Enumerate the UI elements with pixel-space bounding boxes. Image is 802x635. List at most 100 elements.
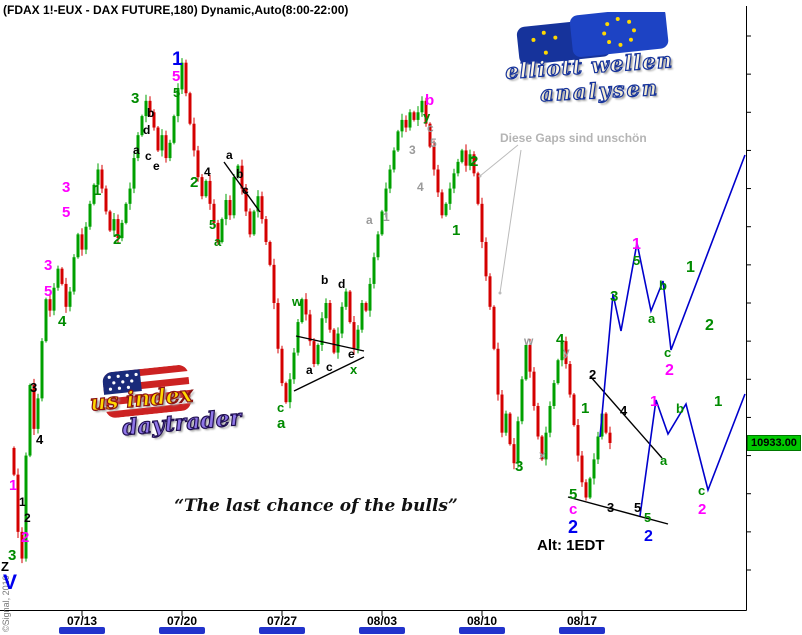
candle-body — [148, 100, 152, 113]
candle-body — [520, 379, 524, 422]
candle-body — [472, 154, 476, 174]
candle-body — [28, 385, 32, 456]
trendline[interactable] — [567, 496, 669, 525]
candle-body — [512, 444, 516, 464]
candle-body — [592, 459, 596, 479]
candle-body — [180, 62, 184, 90]
candle-body — [544, 432, 548, 460]
x-axis-date: 07/20 — [166, 614, 198, 628]
candle-body — [68, 291, 72, 307]
candle-body — [40, 341, 44, 399]
price-axis[interactable]: 12000.0011900.0011800.0011700.0011600.00… — [747, 0, 802, 610]
candle-body — [532, 371, 536, 406]
last-price-label: 10933.00 — [747, 434, 801, 451]
candle-body — [412, 112, 416, 120]
candle-body — [132, 158, 136, 189]
candle-body — [388, 169, 392, 189]
candle-body — [568, 364, 572, 395]
candle-body — [16, 474, 20, 532]
candle-body — [392, 150, 396, 170]
time-axis[interactable]: 07/13 07/20 07/27 08/03 08/10 08/17 — [0, 611, 746, 635]
candle-body — [584, 482, 588, 498]
candle-body — [204, 180, 208, 197]
trendline[interactable] — [295, 335, 365, 352]
candle-body — [176, 89, 180, 117]
candle-body — [588, 478, 592, 498]
gap-arrow — [479, 144, 519, 177]
candle-body — [128, 188, 132, 204]
candle-body — [440, 192, 444, 216]
candle-body — [404, 119, 408, 128]
candle-body — [604, 413, 608, 433]
date-session-bar — [259, 627, 305, 634]
trendline[interactable] — [223, 161, 261, 213]
candle-body — [444, 203, 448, 216]
candle-body — [108, 211, 112, 231]
candle-body — [200, 177, 204, 197]
candle-body — [548, 405, 552, 433]
date-session-bar — [459, 627, 505, 634]
quote-text: “The last chance of the bulls” — [174, 496, 458, 516]
candle-body — [496, 348, 500, 395]
candle-body — [88, 203, 92, 227]
candle-body — [480, 203, 484, 242]
candle-body — [316, 344, 320, 365]
candle-body — [536, 405, 540, 437]
candle-body — [372, 257, 376, 284]
candle-body — [356, 329, 360, 349]
candle-body — [396, 131, 400, 151]
candle-body — [384, 188, 388, 212]
candle-body — [348, 291, 352, 323]
candle-body — [260, 196, 264, 220]
candle-body — [12, 447, 16, 475]
candle-body — [244, 188, 248, 212]
candle-body — [560, 341, 564, 361]
candle-body — [252, 211, 256, 235]
candle-body — [492, 306, 496, 349]
candle-body — [56, 268, 60, 288]
candle-body — [60, 268, 64, 284]
candle-body — [600, 413, 604, 437]
projection-path[interactable] — [639, 393, 746, 517]
candle-body — [192, 123, 196, 151]
candle-body — [160, 135, 164, 151]
candle-body — [508, 413, 512, 445]
candle-body — [352, 322, 356, 349]
candle-body — [220, 219, 224, 242]
candle-body — [420, 100, 424, 113]
candle-body — [556, 360, 560, 384]
candle-body — [360, 303, 364, 330]
candle-body — [368, 283, 372, 311]
projection-path[interactable] — [599, 154, 746, 438]
candle-body — [376, 234, 380, 258]
candle-body — [76, 234, 80, 258]
candle-body — [196, 150, 200, 178]
candle-body — [468, 154, 472, 166]
x-axis-date: 08/03 — [366, 614, 398, 628]
candle-body — [248, 211, 252, 235]
gap-arrow — [499, 149, 522, 294]
candle-body — [596, 436, 600, 460]
eu-logo-text-line2: analysen — [539, 74, 660, 107]
date-session-bar — [159, 627, 205, 634]
candle-body — [120, 222, 124, 239]
candle-body — [564, 341, 568, 365]
candle-body — [280, 348, 284, 384]
candle-body — [436, 169, 440, 193]
us-flag-logo — [101, 364, 193, 419]
candle-body — [300, 299, 304, 323]
candle-body — [152, 112, 156, 128]
trendline[interactable] — [293, 356, 365, 392]
candle-body — [608, 432, 612, 443]
chart-title: (FDAX 1!-EUX - DAX FUTURE,180) Dynamic,A… — [3, 3, 349, 17]
x-axis-date: 08/10 — [466, 614, 498, 628]
candle-body — [232, 177, 236, 216]
gaps-annotation-text: Diese Gaps sind unschön — [500, 131, 647, 145]
x-axis-date: 07/27 — [266, 614, 298, 628]
candle-body — [32, 385, 36, 429]
candle-body — [416, 112, 420, 120]
candle-body — [44, 299, 48, 342]
candle-body — [272, 264, 276, 303]
candle-body — [448, 188, 452, 204]
